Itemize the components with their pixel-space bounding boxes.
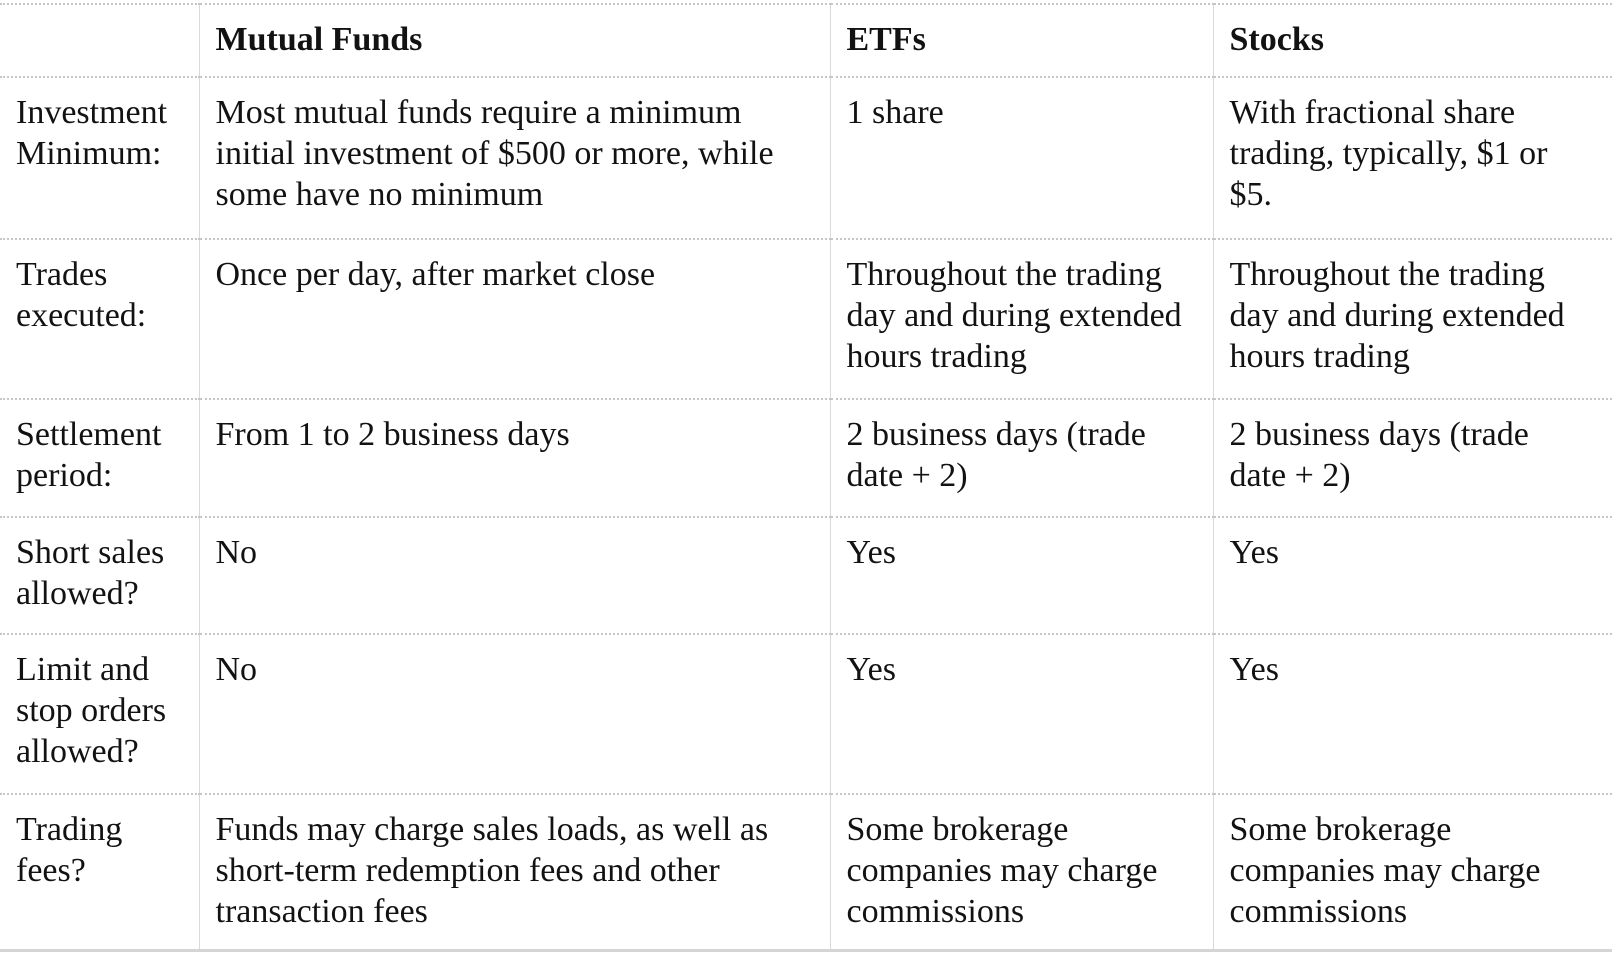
cell-limit-stop-orders-etfs: Yes: [829, 633, 1213, 794]
cell-settlement-period-mutual-funds: From 1 to 2 business days: [198, 398, 830, 517]
cell-trading-fees-stocks: Some brokerage companies may charge comm…: [1212, 793, 1612, 952]
table-row-investment-minimum: Investment Minimum: Most mutual funds re…: [0, 76, 1612, 239]
cell-trades-executed-mutual-funds: Once per day, after market close: [198, 238, 830, 399]
row-header-trades-executed: Trades executed:: [0, 238, 199, 399]
cell-investment-minimum-stocks: With fractional share trading, typically…: [1212, 76, 1612, 239]
cell-investment-minimum-etfs: 1 share: [829, 76, 1213, 239]
row-header-limit-stop-orders: Limit and stop orders allowed?: [0, 633, 199, 794]
row-header-investment-minimum: Investment Minimum:: [0, 76, 199, 239]
cell-trading-fees-mutual-funds: Funds may charge sales loads, as well as…: [198, 793, 830, 952]
table-row-limit-stop-orders: Limit and stop orders allowed? No Yes Ye…: [0, 633, 1612, 794]
table-header: Mutual Funds ETFs Stocks: [0, 3, 1612, 77]
column-header-mutual-funds: Mutual Funds: [198, 3, 830, 77]
column-header-blank: [0, 3, 199, 77]
table-row-trades-executed: Trades executed: Once per day, after mar…: [0, 238, 1612, 399]
cell-investment-minimum-mutual-funds: Most mutual funds require a minimum init…: [198, 76, 830, 239]
cell-short-sales-stocks: Yes: [1212, 516, 1612, 634]
cell-short-sales-etfs: Yes: [829, 516, 1213, 634]
column-header-etfs: ETFs: [829, 3, 1213, 77]
row-header-settlement-period: Settlement period:: [0, 398, 199, 517]
cell-settlement-period-etfs: 2 business days (trade date + 2): [829, 398, 1213, 517]
table-row-short-sales: Short sales allowed? No Yes Yes: [0, 516, 1612, 634]
cell-limit-stop-orders-mutual-funds: No: [198, 633, 830, 794]
cell-trades-executed-stocks: Throughout the trading day and during ex…: [1212, 238, 1612, 399]
cell-settlement-period-stocks: 2 business days (trade date + 2): [1212, 398, 1612, 517]
cell-trades-executed-etfs: Throughout the trading day and during ex…: [829, 238, 1213, 399]
row-header-short-sales: Short sales allowed?: [0, 516, 199, 634]
table-row-trading-fees: Trading fees? Funds may charge sales loa…: [0, 793, 1612, 952]
table-body: Investment Minimum: Most mutual funds re…: [0, 76, 1612, 952]
cell-short-sales-mutual-funds: No: [198, 516, 830, 634]
row-header-trading-fees: Trading fees?: [0, 793, 199, 952]
cell-limit-stop-orders-stocks: Yes: [1212, 633, 1612, 794]
comparison-table: Mutual Funds ETFs Stocks Investment Mini…: [0, 3, 1612, 952]
table-row-settlement-period: Settlement period: From 1 to 2 business …: [0, 398, 1612, 517]
cell-trading-fees-etfs: Some brokerage companies may charge comm…: [829, 793, 1213, 952]
column-header-stocks: Stocks: [1212, 3, 1612, 77]
header-row: Mutual Funds ETFs Stocks: [0, 3, 1612, 77]
